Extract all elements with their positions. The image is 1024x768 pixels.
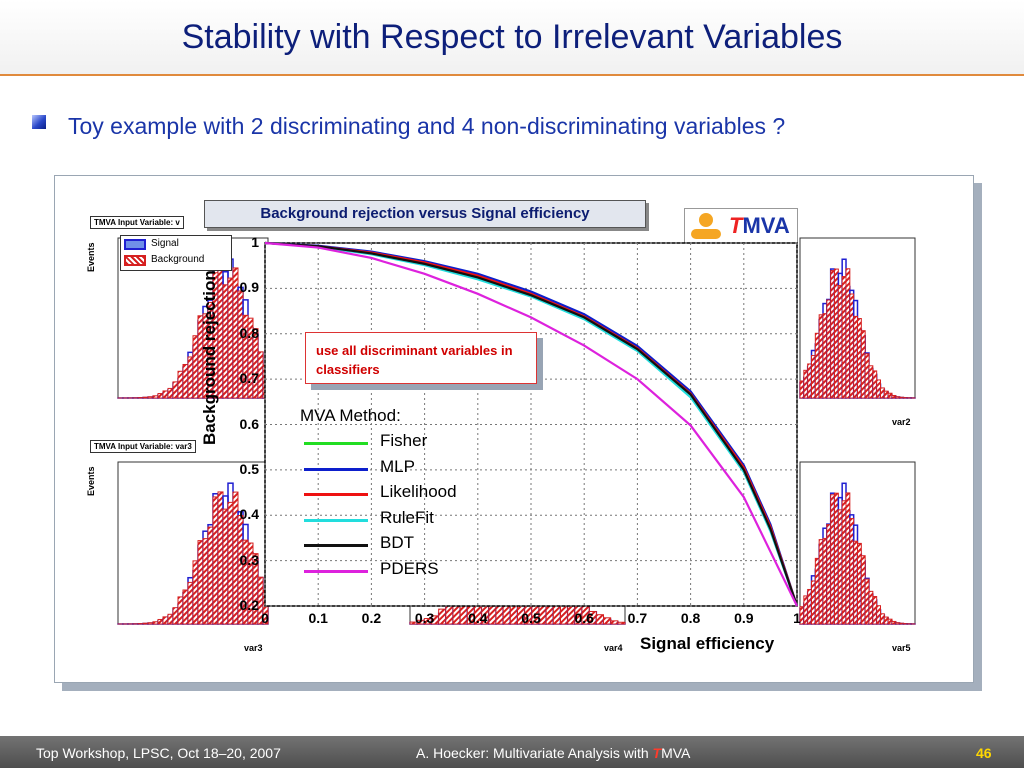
roc-legend-swatch [304, 569, 368, 573]
roc-legend-label: Likelihood [380, 482, 457, 501]
footer-author: A. Hoecker: Multivariate Analysis with T… [416, 745, 691, 761]
roc-x-tick-label: 0.6 [574, 610, 594, 626]
hist-panel [117, 461, 269, 625]
hist-var-label-var3: var3 [244, 643, 263, 653]
roc-y-axis-label: Background rejection [200, 270, 219, 445]
roc-x-tick-label: 0.4 [468, 610, 488, 626]
roc-legend-title: MVA Method: [300, 406, 401, 425]
roc-x-tick-label: 0 [261, 610, 269, 626]
roc-x-tick-label: 0.1 [308, 610, 328, 626]
hist-panel [799, 461, 916, 625]
hist-var-label-var2: var2 [892, 417, 911, 427]
roc-x-tick-label: 0.9 [734, 610, 754, 626]
roc-series-pders [264, 241, 798, 607]
hist-var-label-var5: var5 [892, 643, 911, 653]
hist-legend: Signal Background [120, 235, 232, 271]
bullet-square-icon [32, 115, 46, 129]
roc-legend-swatch [304, 544, 368, 547]
note-box: use all discriminant variables in classi… [305, 332, 537, 384]
hist-legend-signal-swatch [124, 239, 146, 250]
hist-panel [799, 237, 916, 399]
roc-legend-label: BDT [380, 533, 414, 552]
hist-legend-background-swatch [124, 255, 146, 266]
logo-body-icon [691, 229, 721, 239]
hist-var-label-var4: var4 [604, 643, 623, 653]
hist-legend-background-label: Background [151, 254, 205, 265]
roc-y-tick-label: 0.5 [239, 460, 259, 477]
roc-x-tick-label: 0.2 [361, 610, 382, 626]
footer-event: Top Workshop, LPSC, Oct 18–20, 2007 [36, 745, 281, 761]
roc-y-tick-label: 0.3 [239, 551, 259, 568]
roc-x-tick-label: 0.3 [414, 610, 435, 626]
roc-x-tick-label: 1 [793, 610, 801, 626]
roc-x-axis-label: Signal efficiency [640, 634, 775, 653]
roc-y-tick-label: 0.6 [239, 415, 259, 432]
logo-head-icon [699, 213, 713, 227]
roc-title: Background rejection versus Signal effic… [204, 200, 646, 228]
roc-y-tick-label: 0.4 [239, 506, 259, 523]
hist-tag-bottom-left: TMVA Input Variable: var3 [90, 440, 196, 453]
roc-legend-swatch [304, 442, 368, 445]
tmva-logo: TMVA [684, 208, 798, 246]
roc-y-tick-label: 0.2 [239, 597, 259, 613]
roc-legend-label: PDERS [380, 558, 439, 578]
footer-bar [0, 736, 1024, 768]
roc-y-tick-label: 0.7 [239, 370, 259, 387]
roc-y-tick-label: 0.8 [239, 324, 259, 341]
roc-legend-swatch [304, 518, 368, 522]
roc-x-tick-label: 0.8 [680, 610, 701, 626]
page-number: 46 [976, 745, 992, 761]
bullet-text: Toy example with 2 discriminating and 4 … [68, 113, 786, 139]
roc-x-tick-label: 0.5 [521, 610, 541, 626]
roc-y-tick-label: 0.9 [239, 279, 259, 296]
slide-title: Stability with Respect to Irrelevant Var… [181, 18, 843, 56]
roc-legend-label: MLP [380, 456, 415, 476]
note-text: use all discriminant variables in classi… [316, 343, 513, 377]
roc-x-tick-label: 0.7 [627, 610, 648, 626]
title-bar [0, 0, 1024, 76]
roc-legend-swatch [304, 493, 368, 496]
roc-legend-label: Fisher [380, 431, 428, 450]
roc-y-tick-label: 1 [251, 234, 259, 250]
logo-text: TMVA [729, 213, 790, 238]
roc-legend-swatch [304, 467, 368, 471]
hist-legend-signal-label: Signal [151, 238, 179, 249]
hist-tag-top-left: TMVA Input Variable: v [90, 216, 184, 229]
roc-series-bdt [264, 241, 799, 607]
roc-legend-label: RuleFit [380, 507, 434, 527]
